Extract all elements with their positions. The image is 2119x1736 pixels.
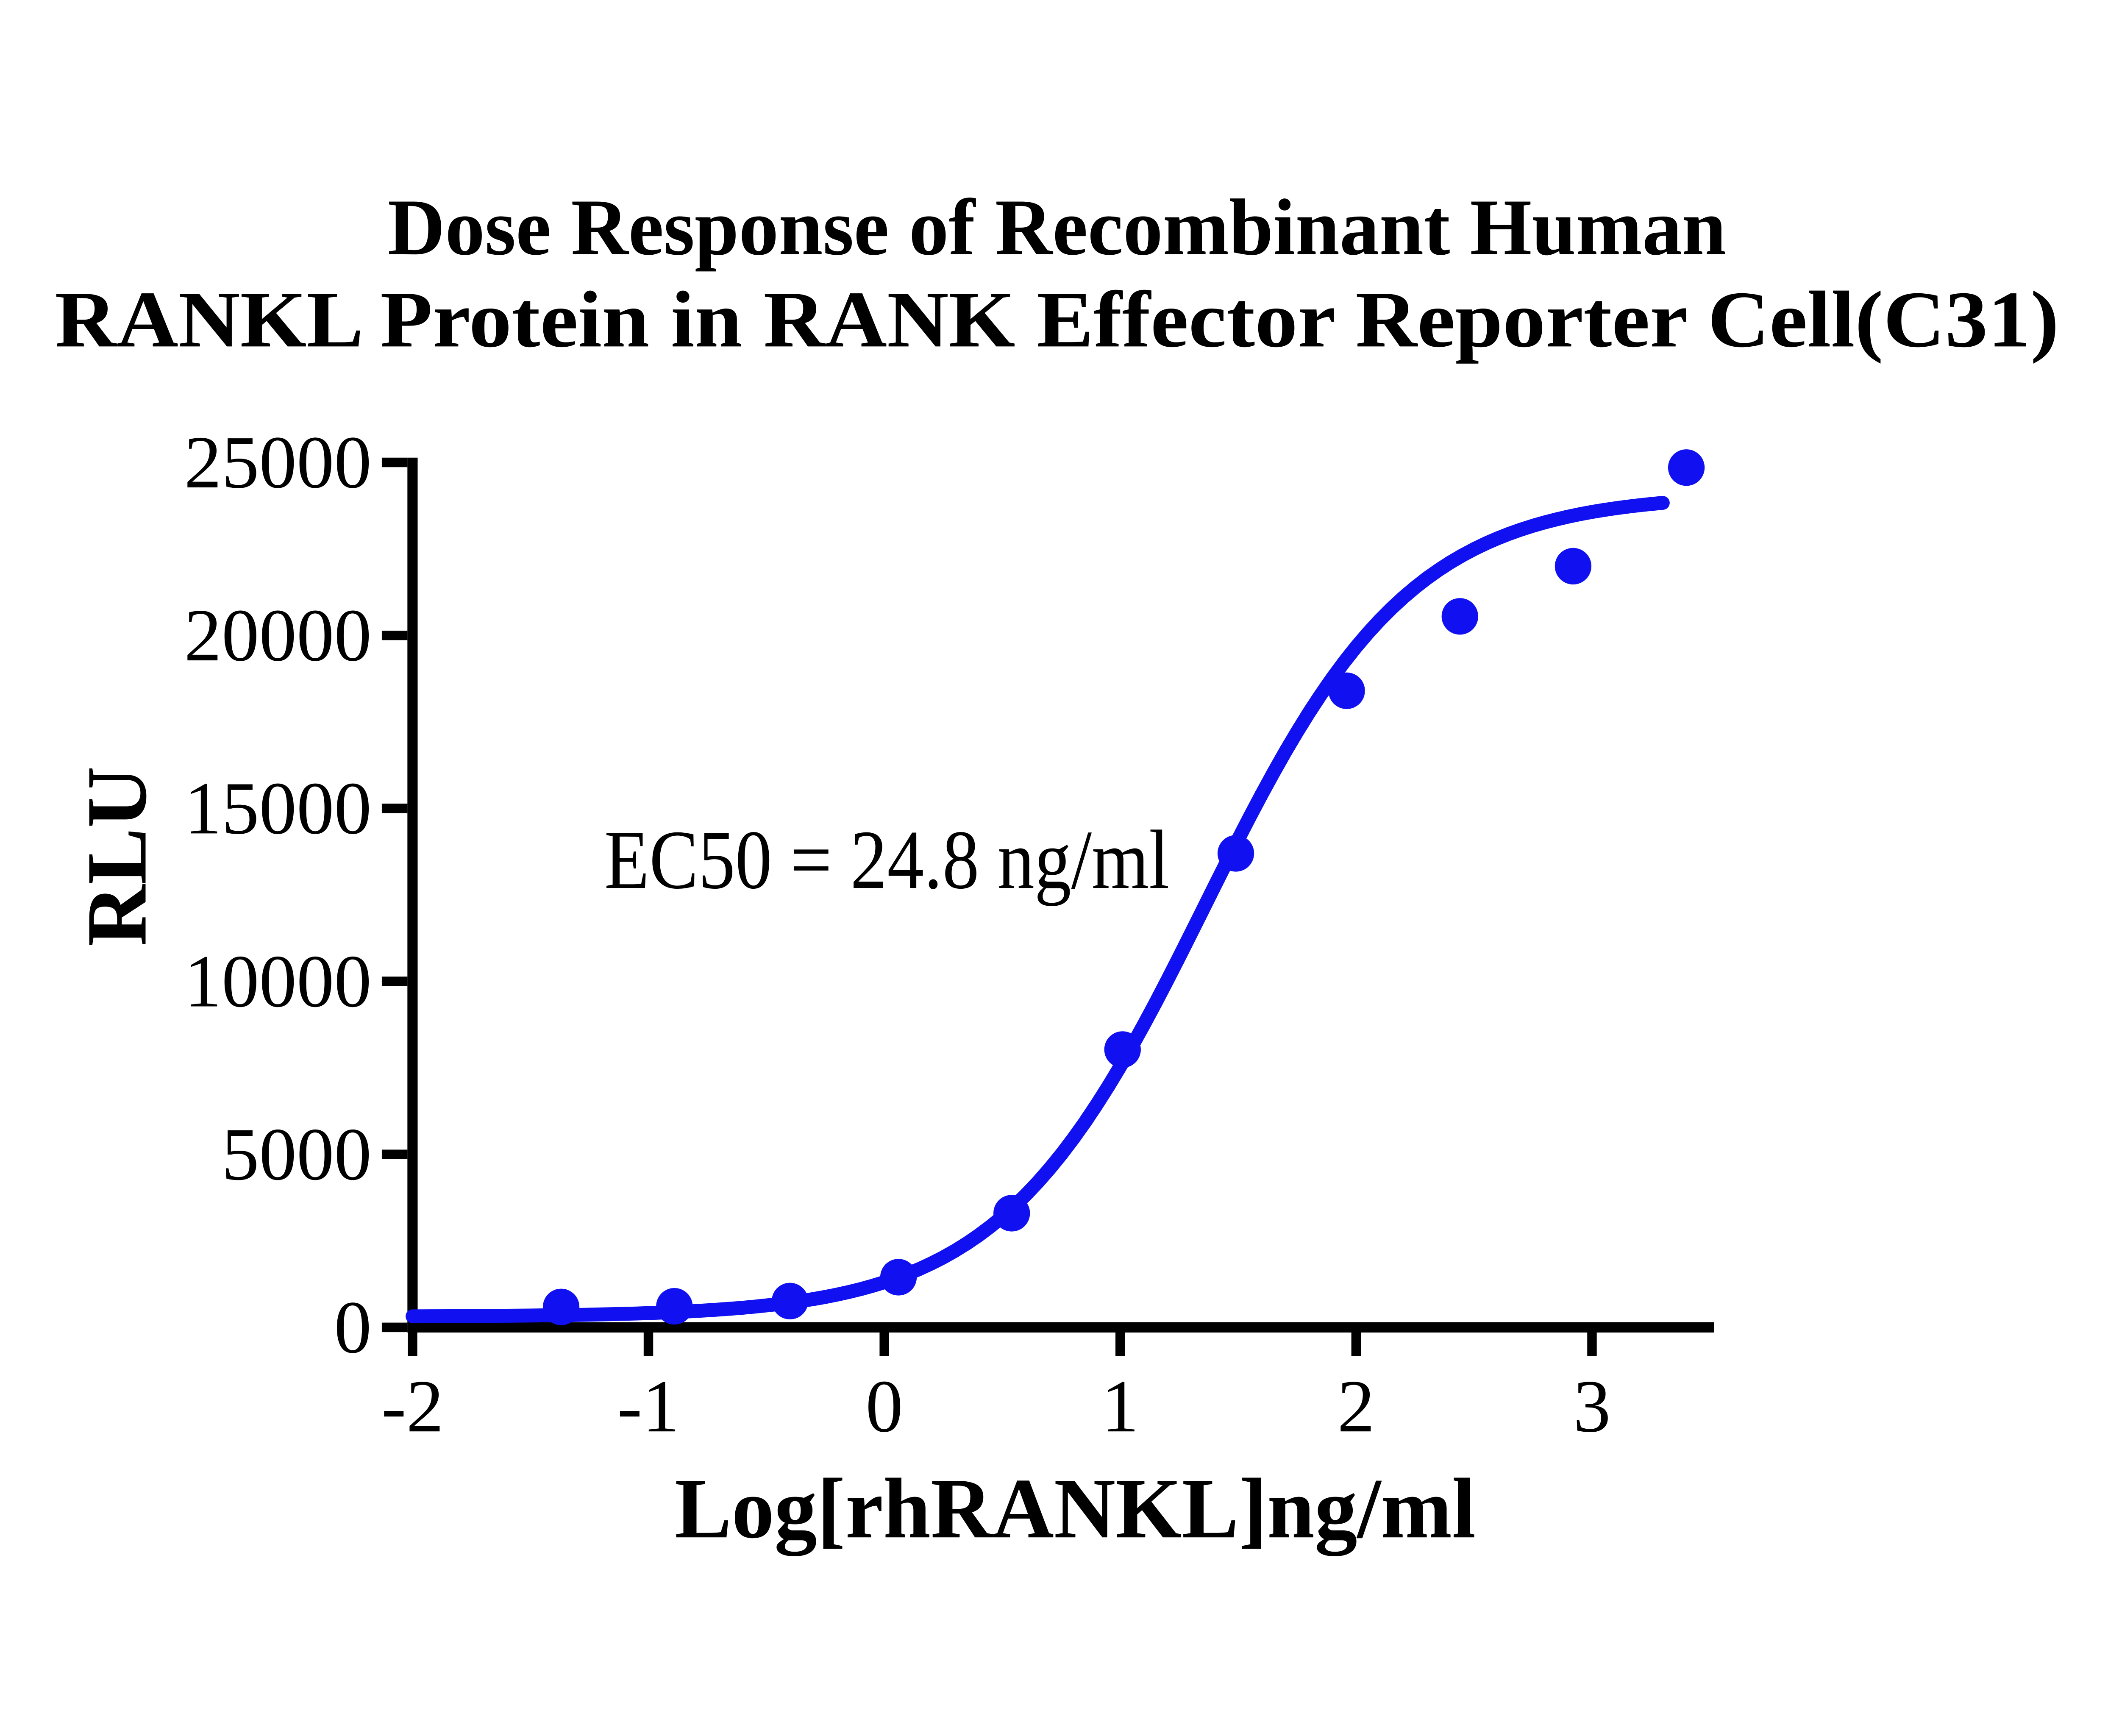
y-tick-label: 5000: [222, 1113, 372, 1196]
data-point: [1668, 449, 1705, 486]
data-point: [1217, 835, 1254, 872]
data-point: [542, 1288, 580, 1325]
chart-title-line1: Dose Response of Recombinant Human: [388, 183, 1726, 272]
y-tick-label: 20000: [184, 594, 372, 677]
data-points: [542, 449, 1705, 1325]
y-axis-ticks: [381, 457, 408, 1333]
data-point: [1104, 1031, 1141, 1068]
x-tick-label: -1: [617, 1365, 679, 1448]
x-tick-label: 2: [1338, 1365, 1375, 1448]
x-axis-ticks: [408, 1330, 1597, 1356]
data-point: [993, 1195, 1030, 1232]
chart-title-line2: RANKL Protein in RANK Effector Reporter …: [55, 275, 2059, 364]
y-axis-title: RLU: [69, 766, 164, 946]
y-tick-label: 15000: [184, 767, 372, 850]
x-tick-label: 1: [1101, 1365, 1139, 1448]
x-tick-label: 3: [1573, 1365, 1610, 1448]
data-point: [1441, 598, 1478, 635]
data-point: [771, 1283, 809, 1319]
data-point: [1554, 548, 1592, 585]
y-tick-label: 0: [334, 1286, 371, 1369]
y-tick-label: 25000: [184, 421, 372, 504]
data-point: [656, 1288, 693, 1325]
x-tick-label: -2: [381, 1365, 444, 1448]
data-point: [1328, 672, 1365, 709]
chart-background: [0, 119, 2119, 1617]
fit-curve: [406, 496, 1670, 1324]
x-axis-tick-labels: -2 -1 0 1 2 3: [381, 1365, 1611, 1448]
x-axis-title: Log[rhRANKL]ng/ml: [675, 1461, 1476, 1556]
x-tick-label: 0: [865, 1365, 903, 1448]
ec50-annotation: EC50 = 24.8 ng/ml: [604, 813, 1169, 906]
axes: [407, 457, 1714, 1333]
data-point: [880, 1259, 917, 1296]
y-axis-tick-labels: 0 5000 10000 15000 20000 25000: [184, 421, 372, 1369]
y-tick-label: 10000: [184, 940, 372, 1023]
